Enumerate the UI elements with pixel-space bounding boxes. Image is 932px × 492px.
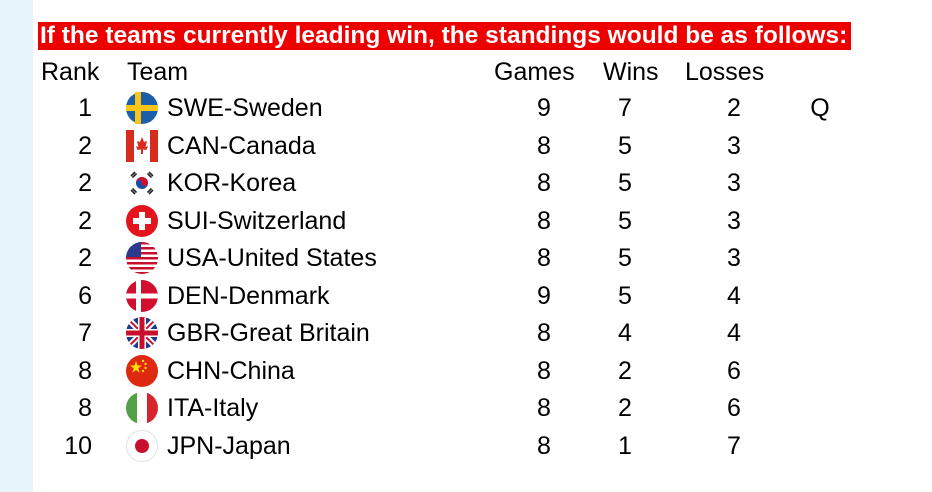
team-name-cell: USA-United States <box>167 244 377 272</box>
wins-cell: 5 <box>618 131 632 160</box>
rank-cell: 2 <box>78 169 92 197</box>
games-cell: 8 <box>537 431 551 460</box>
korea-flag-icon <box>126 167 158 199</box>
rank-cell: 2 <box>78 131 92 160</box>
rank-header: Rank <box>41 58 100 86</box>
team-header: Team <box>127 58 189 86</box>
qualified-marker: Q <box>810 94 830 122</box>
switzerland-flag-icon <box>126 204 158 237</box>
rank-cell: 8 <box>78 394 92 422</box>
team-name-cell: GBR-Great Britain <box>167 319 370 347</box>
wins-cell: 2 <box>618 394 632 422</box>
rank-cell: 6 <box>78 281 92 310</box>
team-name-cell: JPN-Japan <box>167 431 291 460</box>
team-name-cell: DEN-Denmark <box>167 281 330 310</box>
losses-cell: 4 <box>727 319 741 347</box>
games-cell: 8 <box>537 394 551 422</box>
wins-cell: 7 <box>618 94 632 122</box>
losses-cell: 6 <box>727 356 741 385</box>
rank-cell: 10 <box>64 431 92 460</box>
table-row: 8 ITA-Italy 8 2 6 <box>0 390 932 427</box>
table-row: 7 GBR-Great Britain 8 4 4 <box>0 315 932 352</box>
italy-flag-icon <box>126 392 158 424</box>
wins-cell: 5 <box>618 281 632 310</box>
team-name-cell: KOR-Korea <box>167 169 297 197</box>
games-cell: 8 <box>537 244 551 272</box>
losses-cell: 2 <box>727 94 741 122</box>
wins-cell: 4 <box>618 319 632 347</box>
games-cell: 8 <box>537 169 551 197</box>
losses-header: Losses <box>685 58 765 86</box>
rank-cell: 8 <box>78 356 92 385</box>
losses-cell: 6 <box>727 394 741 422</box>
table-row: 2 CAN-Canada 8 5 3 <box>0 128 932 165</box>
losses-cell: 3 <box>727 169 741 197</box>
standings-panel <box>33 0 932 492</box>
games-cell: 8 <box>537 319 551 347</box>
japan-flag-icon <box>126 429 158 462</box>
rank-cell: 2 <box>78 206 92 235</box>
sweden-flag-icon <box>126 92 158 124</box>
table-row: 2 KOR-Korea 8 5 3 <box>0 165 932 202</box>
wins-cell: 5 <box>618 169 632 197</box>
wins-cell: 1 <box>618 431 632 460</box>
games-cell: 9 <box>537 281 551 310</box>
table-row: 2 USA-United States 8 5 3 <box>0 240 932 277</box>
team-name-cell: SUI-Switzerland <box>167 206 347 235</box>
losses-cell: 3 <box>727 244 741 272</box>
table-row: 8 CHN-China 8 2 6 <box>0 353 932 390</box>
losses-cell: 7 <box>727 431 741 460</box>
rank-cell: 2 <box>78 244 92 272</box>
table-header: Rank Team Games Wins Losses <box>0 54 932 91</box>
usa-flag-icon <box>126 242 158 274</box>
table-row: 10 JPN-Japan 8 1 7 <box>0 428 932 465</box>
table-row: 6 DEN-Denmark 9 5 4 <box>0 278 932 315</box>
losses-cell: 3 <box>727 131 741 160</box>
rank-cell: 1 <box>78 94 92 122</box>
team-name-cell: SWE-Sweden <box>167 94 323 122</box>
great-britain-flag-icon <box>126 317 158 349</box>
games-cell: 8 <box>537 131 551 160</box>
games-cell: 8 <box>537 356 551 385</box>
losses-cell: 3 <box>727 206 741 235</box>
table-row: 2 SUI-Switzerland 8 5 3 <box>0 203 932 240</box>
games-header: Games <box>494 58 575 86</box>
team-name-cell: ITA-Italy <box>167 394 259 422</box>
wins-cell: 5 <box>618 244 632 272</box>
canada-flag-icon <box>126 129 158 162</box>
china-flag-icon <box>126 354 158 387</box>
wins-cell: 2 <box>618 356 632 385</box>
team-name-cell: CAN-Canada <box>167 131 316 160</box>
wins-cell: 5 <box>618 206 632 235</box>
games-cell: 8 <box>537 206 551 235</box>
wins-header: Wins <box>603 58 659 86</box>
denmark-flag-icon <box>126 279 158 312</box>
team-name-cell: CHN-China <box>167 356 295 385</box>
standings-banner: If the teams currently leading win, the … <box>38 22 852 50</box>
games-cell: 9 <box>537 94 551 122</box>
rank-cell: 7 <box>78 319 92 347</box>
losses-cell: 4 <box>727 281 741 310</box>
table-row: 1 SWE-Sweden 9 7 2 Q <box>0 90 932 127</box>
